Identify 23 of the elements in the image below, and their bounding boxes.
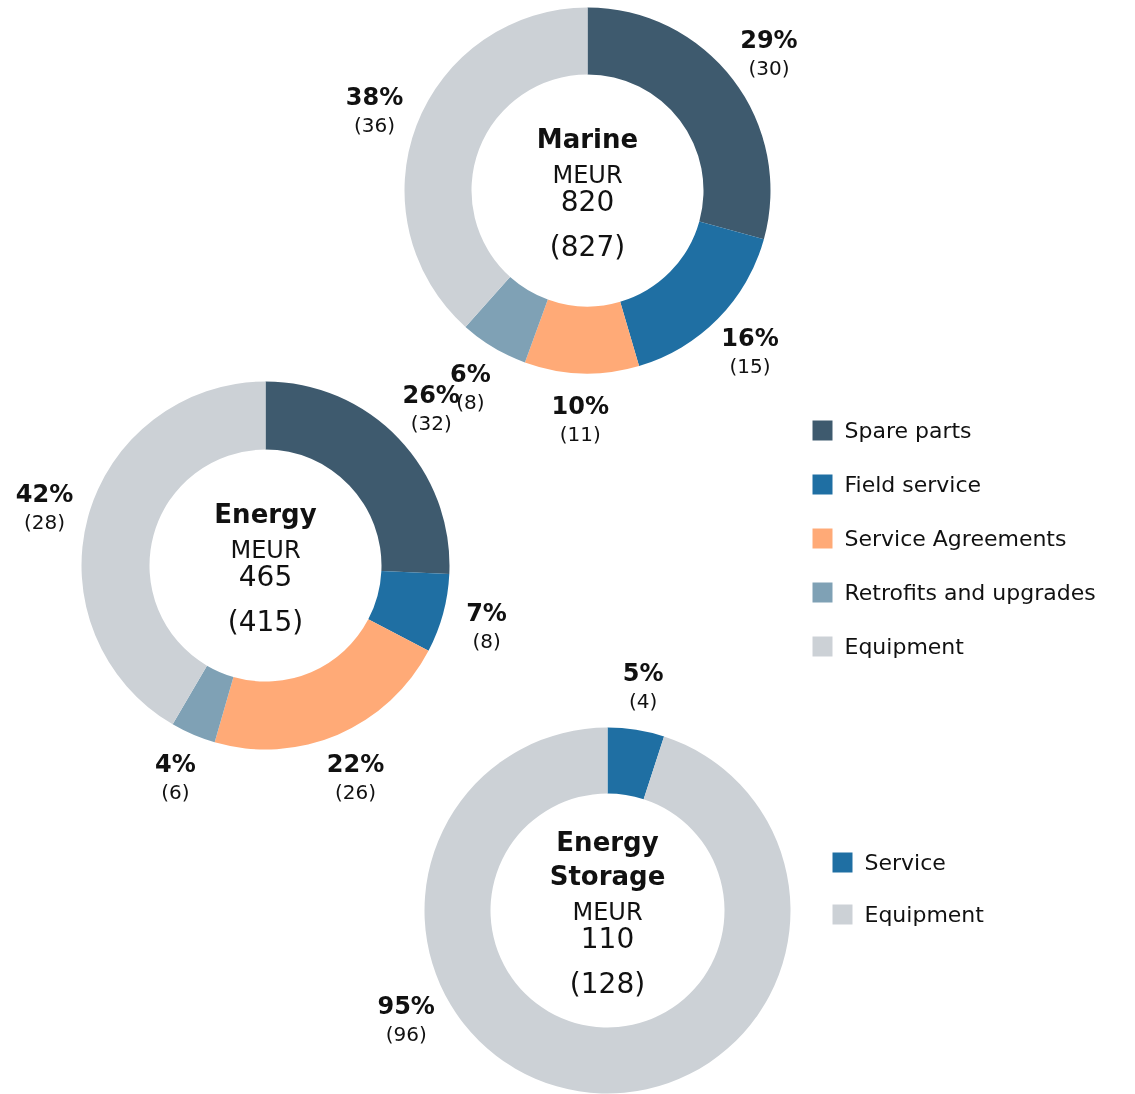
legend-label: Equipment [864,902,985,927]
data-label: 38% (36) [345,83,404,138]
text: Energy Storage [549,826,666,891]
data-label: 10% (11) [551,392,609,447]
legend-label: Retrofits and upgrades [844,580,1096,605]
legend-label: Service Agreements [844,526,1067,551]
legend-label: Equipment [844,634,965,659]
text: (128) [569,967,646,1000]
text: (415) [227,605,304,638]
data-label: 29% (30) [740,26,798,81]
legend-label: Field service [844,472,982,497]
data-label: 5% (4) [622,659,664,714]
legend-label: Service [864,850,946,875]
text: (827) [549,230,626,263]
text: Marine [536,123,639,154]
data-label: 42% (28) [15,479,74,534]
text: Energy [214,498,317,529]
legend-label: Spare parts [844,418,972,443]
data-label: 4% (6) [155,750,196,805]
data-label: 16% (15) [721,324,779,379]
data-label: 22% (26) [326,750,385,805]
data-label: 95% (96) [377,991,435,1046]
data-label: 7% (8) [466,599,507,654]
